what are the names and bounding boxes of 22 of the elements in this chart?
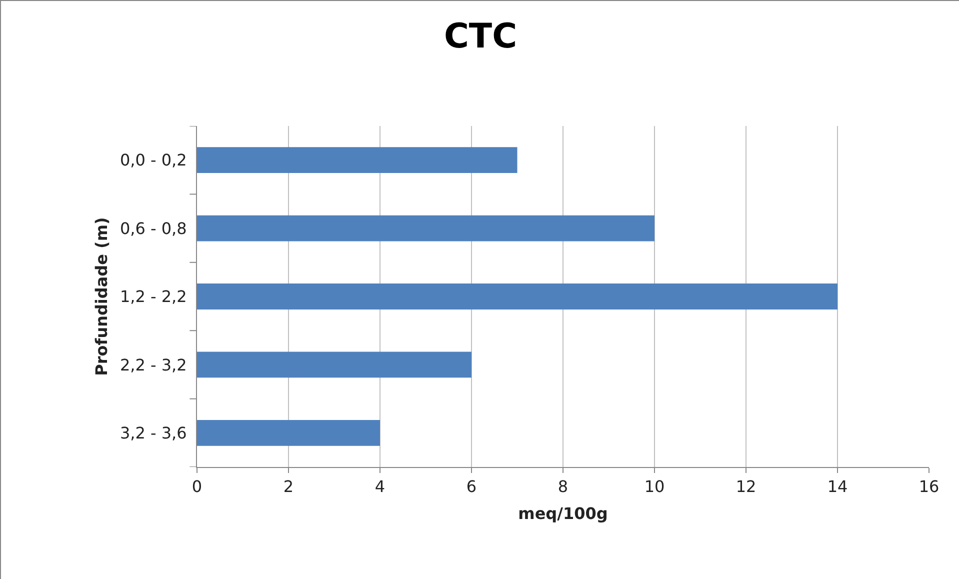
x-tick-label: 12 [736, 477, 756, 496]
x-tick-label: 4 [374, 477, 386, 496]
x-tick-label: 10 [644, 477, 665, 496]
chart-title: CTC [444, 16, 518, 57]
x-tick-label: 16 [918, 477, 940, 496]
x-tick-label: 2 [283, 477, 294, 496]
x-tick-label: 0 [192, 477, 202, 496]
y-tick-label: 0,6 - 0,8 [120, 218, 187, 238]
bar [197, 284, 838, 310]
y-tick-label: 1,2 - 2,2 [120, 287, 187, 306]
x-tick-label: 8 [558, 477, 568, 496]
x-axis-title: meq/100g [518, 504, 608, 523]
bar [197, 147, 518, 174]
y-tick-label: 3,2 - 3,6 [120, 424, 187, 442]
x-tick-label: 14 [827, 477, 848, 496]
bar [197, 352, 472, 378]
bar [197, 420, 380, 446]
y-axis-title: Profundidade (m) [92, 217, 111, 376]
x-tick-label: 6 [466, 477, 477, 496]
y-tick-label: 0,0 - 0,2 [120, 150, 187, 170]
bar [197, 215, 654, 242]
y-tick-label: 2,2 - 3,2 [120, 355, 187, 374]
